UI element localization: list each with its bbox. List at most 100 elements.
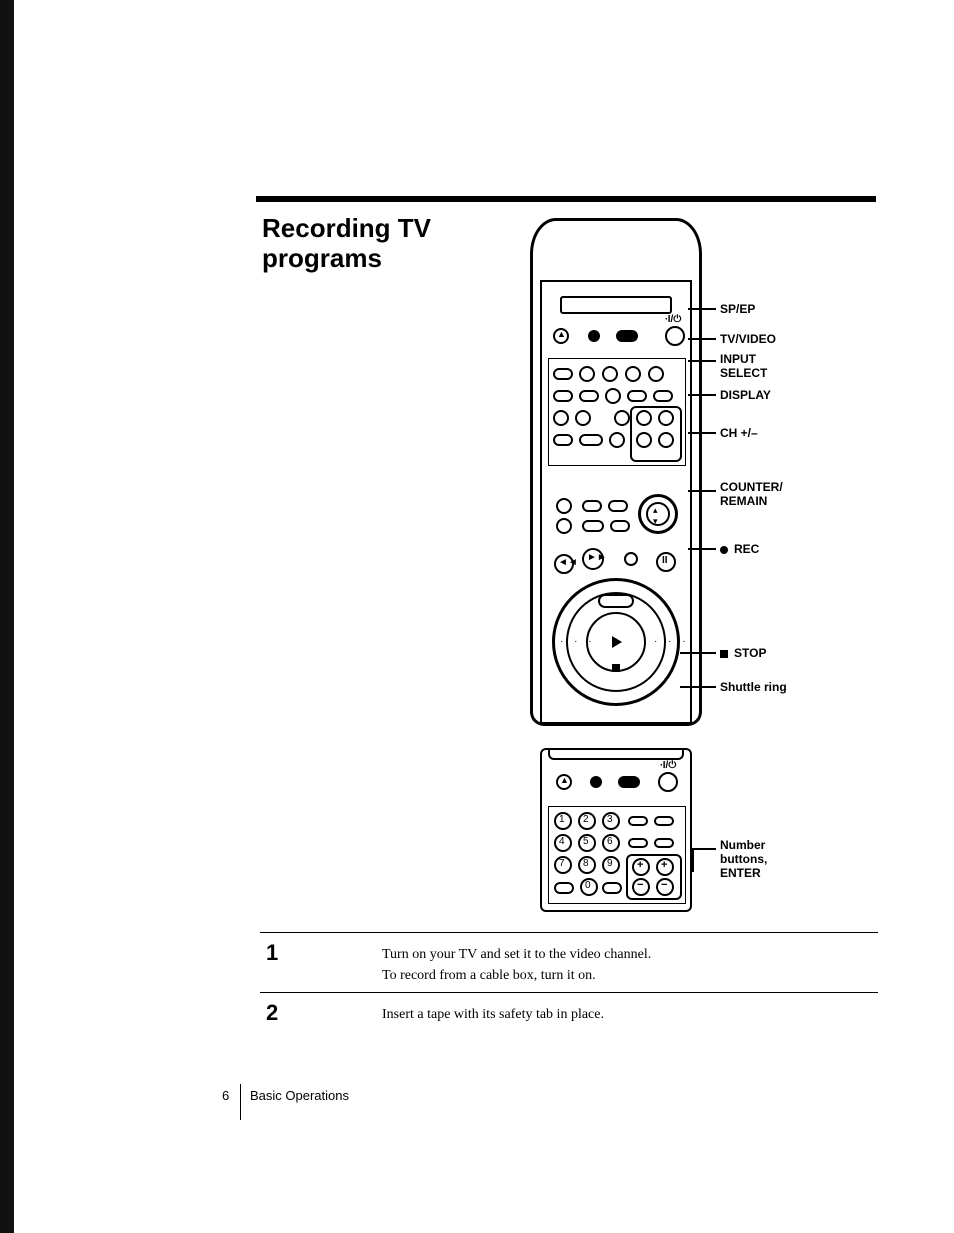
- pause-icon: II: [662, 555, 668, 566]
- shuttle-dots-right: · · ·: [654, 636, 690, 647]
- scan-spine: [0, 0, 14, 1233]
- r3-b5: [653, 390, 673, 402]
- eject-icon: ▲: [557, 329, 566, 339]
- label-counter-2: REMAIN: [720, 494, 783, 508]
- lead-number-v: [692, 848, 694, 872]
- num-8-label: 8: [583, 858, 589, 869]
- num-3-label: 3: [607, 814, 613, 825]
- lead-input: [688, 360, 716, 362]
- np-minus1: −: [637, 879, 643, 891]
- r4-b3: [614, 410, 630, 426]
- stop-square-icon: [720, 650, 728, 658]
- label-inputselect-1: INPUT: [720, 352, 756, 366]
- step-1-line-a: Turn on your TV and set it to the video …: [382, 947, 651, 962]
- r2-b3: [602, 366, 618, 382]
- label-display: DISPLAY: [720, 388, 771, 402]
- mid-b3: [608, 500, 628, 512]
- num-0-label: 0: [585, 880, 591, 891]
- num-2-label: 2: [583, 814, 589, 825]
- r3-b3: [605, 388, 621, 404]
- play-icon: [612, 636, 622, 648]
- mid-b2: [582, 500, 602, 512]
- counter-dial-inner: [646, 502, 670, 526]
- label-number-3: ENTER: [720, 866, 767, 880]
- title-line-1: Recording TV: [262, 213, 431, 243]
- r2-b2: [579, 366, 595, 382]
- num-5-label: 5: [583, 836, 589, 847]
- num-7-label: 7: [559, 858, 565, 869]
- remote-window: [560, 296, 672, 314]
- footer-page-number: 6: [222, 1088, 229, 1103]
- np-plus2: +: [661, 859, 667, 871]
- stop-icon-on-ring: [612, 664, 620, 672]
- np-enter-2: [602, 882, 622, 894]
- shuttle-dots-left: · · ·: [560, 636, 596, 647]
- dial-up-icon: ▴: [653, 505, 658, 516]
- lead-shuttle: [680, 686, 716, 688]
- label-number-1: Number: [720, 838, 765, 852]
- np-b2: [618, 776, 640, 788]
- page: Recording TV programs ∙I/⏻ ▲ ▴ ▾: [0, 0, 954, 1233]
- label-spep: SP/EP: [720, 302, 755, 316]
- num-1-label: 1: [559, 814, 565, 825]
- step-1-text: Turn on your TV and set it to the video …: [382, 944, 862, 986]
- dial-down-icon: ▾: [653, 516, 658, 527]
- num-6-label: 6: [607, 836, 613, 847]
- np-r1-a: [628, 816, 648, 826]
- label-number: Number buttons, ENTER: [720, 838, 767, 880]
- rec-dot-icon: [720, 546, 728, 554]
- label-shuttle: Shuttle ring: [720, 680, 787, 694]
- r5-b3: [609, 432, 625, 448]
- page-title: Recording TV programs: [262, 214, 522, 274]
- lead-display: [688, 394, 716, 396]
- step-1-line-b: To record from a cable box, turn it on.: [382, 968, 596, 983]
- rew-icon: ◄◄: [558, 557, 578, 568]
- r2-b5: [648, 366, 664, 382]
- label-counter-1: COUNTER/: [720, 480, 783, 494]
- lead-spep: [688, 308, 716, 310]
- r3-b1: [553, 390, 573, 402]
- r5-b4: [636, 432, 652, 448]
- label-stop: STOP: [734, 646, 766, 660]
- np-minus2: −: [661, 879, 667, 891]
- footer-section: Basic Operations: [250, 1088, 349, 1103]
- label-number-2: buttons,: [720, 852, 767, 866]
- section-rule: [256, 196, 876, 202]
- ff-icon: ►►: [587, 552, 607, 563]
- np-b1: [590, 776, 602, 788]
- step-1-number: 1: [266, 940, 278, 966]
- small-btn-2: [616, 330, 638, 342]
- lead-ch: [688, 432, 716, 434]
- np-eject-icon: ▲: [560, 775, 569, 785]
- r4-b2: [575, 410, 591, 426]
- rec-button: [624, 552, 638, 566]
- np-plus1: +: [637, 859, 643, 871]
- r2-b1: [553, 368, 573, 380]
- power-button-2: [658, 772, 678, 792]
- lead-counter: [688, 490, 716, 492]
- power-icon-label: ∙I/⏻: [665, 314, 681, 325]
- step-2-line-a: Insert a tape with its safety tab in pla…: [382, 1007, 604, 1022]
- title-line-2: programs: [262, 244, 522, 274]
- np-enter-1: [554, 882, 574, 894]
- lead-rec: [688, 548, 716, 550]
- mid-b6: [610, 520, 630, 532]
- label-inputselect: INPUT SELECT: [720, 352, 767, 380]
- label-inputselect-2: SELECT: [720, 366, 767, 380]
- np-r2-b: [654, 838, 674, 848]
- step-2-number: 2: [266, 1000, 278, 1026]
- mid-b5: [582, 520, 604, 532]
- num-9-label: 9: [607, 858, 613, 869]
- step-2-text: Insert a tape with its safety tab in pla…: [382, 1004, 862, 1025]
- remote-numpad-lip: [548, 750, 684, 760]
- np-r1-b: [654, 816, 674, 826]
- r2-b4: [625, 366, 641, 382]
- r5-b1: [553, 434, 573, 446]
- shuttle-top-btn: [598, 594, 634, 608]
- power-button: [665, 326, 685, 346]
- lead-number: [692, 848, 716, 850]
- mid-b4: [556, 518, 572, 534]
- lead-tvvideo: [688, 338, 716, 340]
- lead-stop: [680, 652, 716, 654]
- step-rule-1: [260, 932, 878, 933]
